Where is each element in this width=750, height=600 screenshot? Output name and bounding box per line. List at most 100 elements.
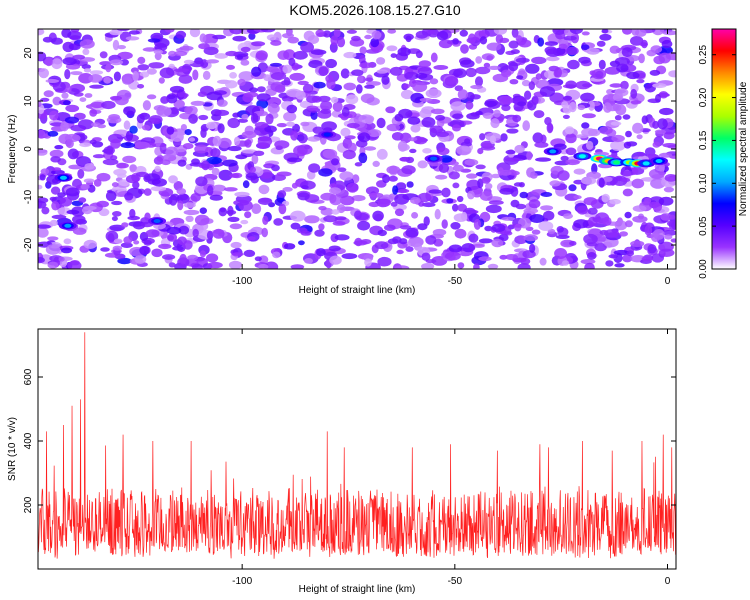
heatmap-cell xyxy=(88,74,103,83)
heatmap-cell xyxy=(620,170,634,177)
heatmap-cell xyxy=(81,206,93,215)
heatmap-cell xyxy=(44,57,53,67)
heatmap-cell xyxy=(79,39,95,49)
heatmap-cell xyxy=(45,244,61,255)
heatmap-cell xyxy=(306,170,316,180)
heatmap-cell xyxy=(329,183,337,189)
heatmap-cell xyxy=(206,91,223,101)
x-tick-label: -100 xyxy=(232,576,252,587)
y-tick-label: 400 xyxy=(23,432,34,449)
heatmap-cell xyxy=(123,120,131,130)
heatmap-cell xyxy=(450,222,461,230)
heatmap-cell xyxy=(109,29,123,36)
heatmap-cell xyxy=(254,256,262,262)
heatmap-cell xyxy=(624,220,633,228)
heatmap-cell xyxy=(111,216,118,222)
heatmap-cell xyxy=(404,71,419,81)
heatmap-cell xyxy=(363,146,377,151)
heatmap-cell xyxy=(419,108,432,119)
heatmap-cell xyxy=(304,144,311,150)
heatmap-cell xyxy=(57,192,66,198)
heatmap-cell xyxy=(511,29,519,38)
heatmap-cell xyxy=(544,46,558,55)
heatmap-cell xyxy=(619,231,628,237)
heatmap-cell xyxy=(457,195,464,203)
heatmap-cell xyxy=(453,213,468,223)
heatmap-cell xyxy=(121,222,129,228)
heatmap-cell xyxy=(78,73,94,84)
heatmap-cell xyxy=(117,173,127,178)
heatmap-cell xyxy=(587,207,598,215)
heatmap-cell xyxy=(270,81,286,92)
heatmap-cell xyxy=(415,72,428,79)
heatmap-cell xyxy=(190,193,201,202)
heatmap-cell xyxy=(517,263,531,269)
heatmap-cell xyxy=(183,209,200,216)
heatmap-cell xyxy=(201,160,210,171)
heatmap-cell xyxy=(603,102,612,113)
heatmap-cell xyxy=(524,90,532,100)
snr-panel: -100 -50 0 200 400 600 Height of straight li… xyxy=(7,328,677,595)
heatmap-cell xyxy=(313,81,326,89)
heatmap-cell xyxy=(51,37,63,45)
heatmap-cell xyxy=(364,84,375,89)
heatmap-cell xyxy=(283,49,296,61)
heatmap-cell xyxy=(90,101,105,109)
heatmap-cell xyxy=(122,76,133,85)
heatmap-cell xyxy=(72,227,87,235)
heatmap-cell xyxy=(358,114,375,124)
heatmap-cell xyxy=(556,226,564,233)
heatmap-cell xyxy=(124,192,134,201)
heatmap-cell xyxy=(180,124,187,131)
heatmap-cell xyxy=(668,220,676,231)
heatmap-cell xyxy=(117,45,126,50)
heatmap-cell xyxy=(479,133,486,141)
colorbar-tick-label: 0.25 xyxy=(698,45,709,65)
heatmap-cell xyxy=(105,63,112,73)
heatmap-cell xyxy=(214,53,228,59)
heatmap-cell xyxy=(331,158,339,166)
heatmap-cell xyxy=(257,136,273,147)
heatmap-cell xyxy=(343,82,357,91)
heatmap-cell xyxy=(452,182,460,189)
heatmap-cell xyxy=(526,151,533,161)
heatmap-cell xyxy=(485,204,502,214)
heatmap-cell xyxy=(644,197,652,204)
heatmap-cell xyxy=(614,263,625,268)
heatmap-cell xyxy=(415,50,423,59)
heatmap-cell xyxy=(184,202,196,209)
heatmap-cell xyxy=(251,203,262,214)
heatmap-cell xyxy=(77,168,85,179)
heatmap-cell xyxy=(156,154,164,162)
heatmap-cell xyxy=(499,187,514,195)
heatmap-cell xyxy=(337,167,347,172)
heatmap-cell xyxy=(103,146,115,155)
heatmap-hotspot xyxy=(655,159,663,163)
heatmap-cell xyxy=(539,257,547,266)
heatmap-cell xyxy=(154,165,161,172)
heatmap-cell xyxy=(323,215,338,223)
heatmap-cell xyxy=(332,101,343,112)
heatmap-cell xyxy=(343,51,357,59)
heatmap-cell xyxy=(586,242,598,247)
heatmap-cell xyxy=(177,159,187,167)
heatmap-cell xyxy=(242,180,250,189)
heatmap-cell xyxy=(286,121,295,127)
heatmap-cell xyxy=(270,72,287,81)
heatmap-cell xyxy=(434,208,441,220)
heatmap-cell xyxy=(409,148,417,154)
heatmap-cell xyxy=(170,131,184,142)
heatmap-cell xyxy=(113,238,123,244)
heatmap-cell xyxy=(581,31,590,36)
heatmap-cell xyxy=(565,80,577,89)
heatmap-cell xyxy=(460,59,475,68)
heatmap-cell xyxy=(290,222,301,230)
heatmap-cell xyxy=(557,170,570,181)
heatmap-cell xyxy=(517,101,527,107)
heatmap-cell xyxy=(96,200,109,208)
heatmap-cell xyxy=(148,62,165,69)
heatmap-cell xyxy=(320,100,333,111)
heatmap-cell xyxy=(544,41,559,46)
heatmap-cell xyxy=(386,123,401,132)
heatmap-cell xyxy=(652,141,661,148)
